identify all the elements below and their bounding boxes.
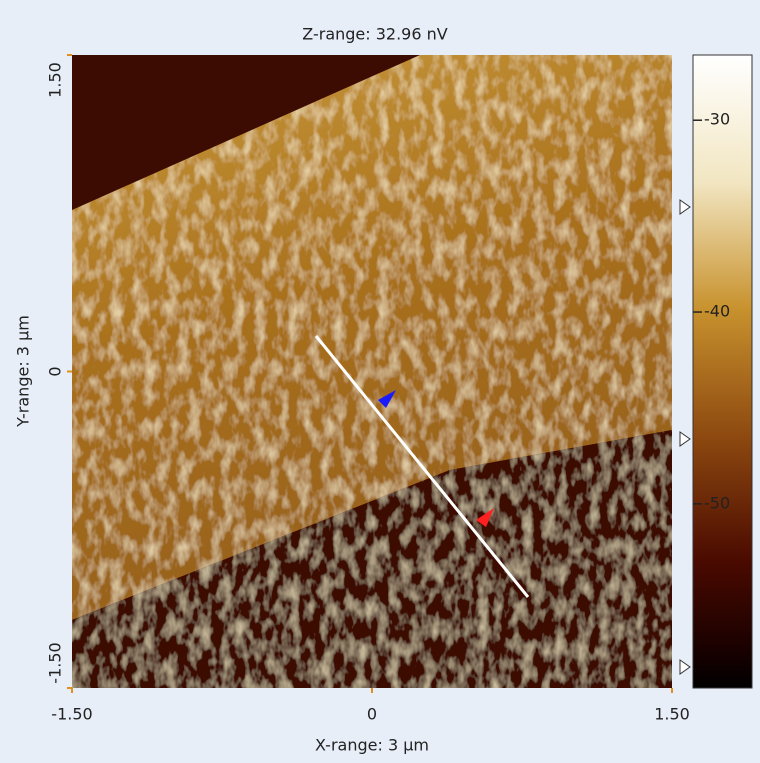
- page: Z-range: 32.96 nV X-range: 3 µm Y-range:…: [0, 0, 760, 763]
- colorbar-markers: [680, 200, 690, 674]
- y-tick-label: 0: [46, 366, 65, 376]
- y-tick-label: -1.50: [46, 642, 65, 683]
- x-tick-label: 0: [367, 705, 377, 724]
- colorbar-tick-label: -50: [704, 493, 730, 512]
- x-tick-label: 1.50: [654, 705, 690, 724]
- x-axis-label: X-range: 3 µm: [315, 736, 429, 755]
- x-tick-label: -1.50: [51, 705, 92, 724]
- y-tick-label: 1.50: [46, 62, 65, 98]
- afm-view: Z-range: 32.96 nV X-range: 3 µm Y-range:…: [0, 0, 760, 763]
- colorbar-marker[interactable]: [680, 432, 690, 446]
- title: Z-range: 32.96 nV: [302, 25, 447, 44]
- colorbar: [693, 55, 752, 688]
- afm-image: [72, 55, 672, 688]
- colorbar-tick-label: -30: [704, 110, 730, 129]
- colorbar-tick-label: -40: [704, 302, 730, 321]
- colorbar-marker[interactable]: [680, 200, 690, 214]
- colorbar-marker[interactable]: [680, 660, 690, 674]
- y-axis-label: Y-range: 3 µm: [14, 315, 33, 428]
